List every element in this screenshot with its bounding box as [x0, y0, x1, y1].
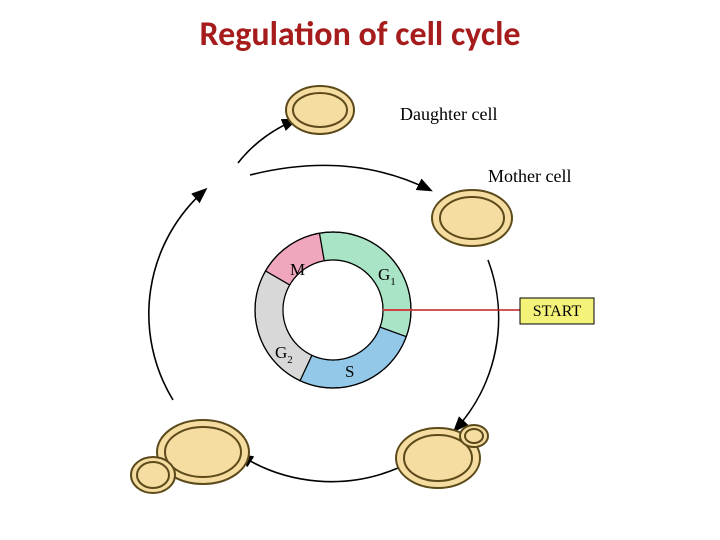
diagram-canvas: M G1 S G2: [0, 0, 720, 540]
mother-label: Mother cell: [488, 166, 571, 186]
start-label: START: [533, 303, 582, 320]
daughter-cell: [286, 86, 354, 134]
label-M: M: [290, 260, 305, 279]
budding-cell-left: [131, 420, 249, 493]
budding-cell-right: [396, 425, 488, 488]
label-S: S: [345, 362, 354, 381]
mother-cell: [432, 190, 512, 246]
daughter-label: Daughter cell: [400, 104, 497, 124]
